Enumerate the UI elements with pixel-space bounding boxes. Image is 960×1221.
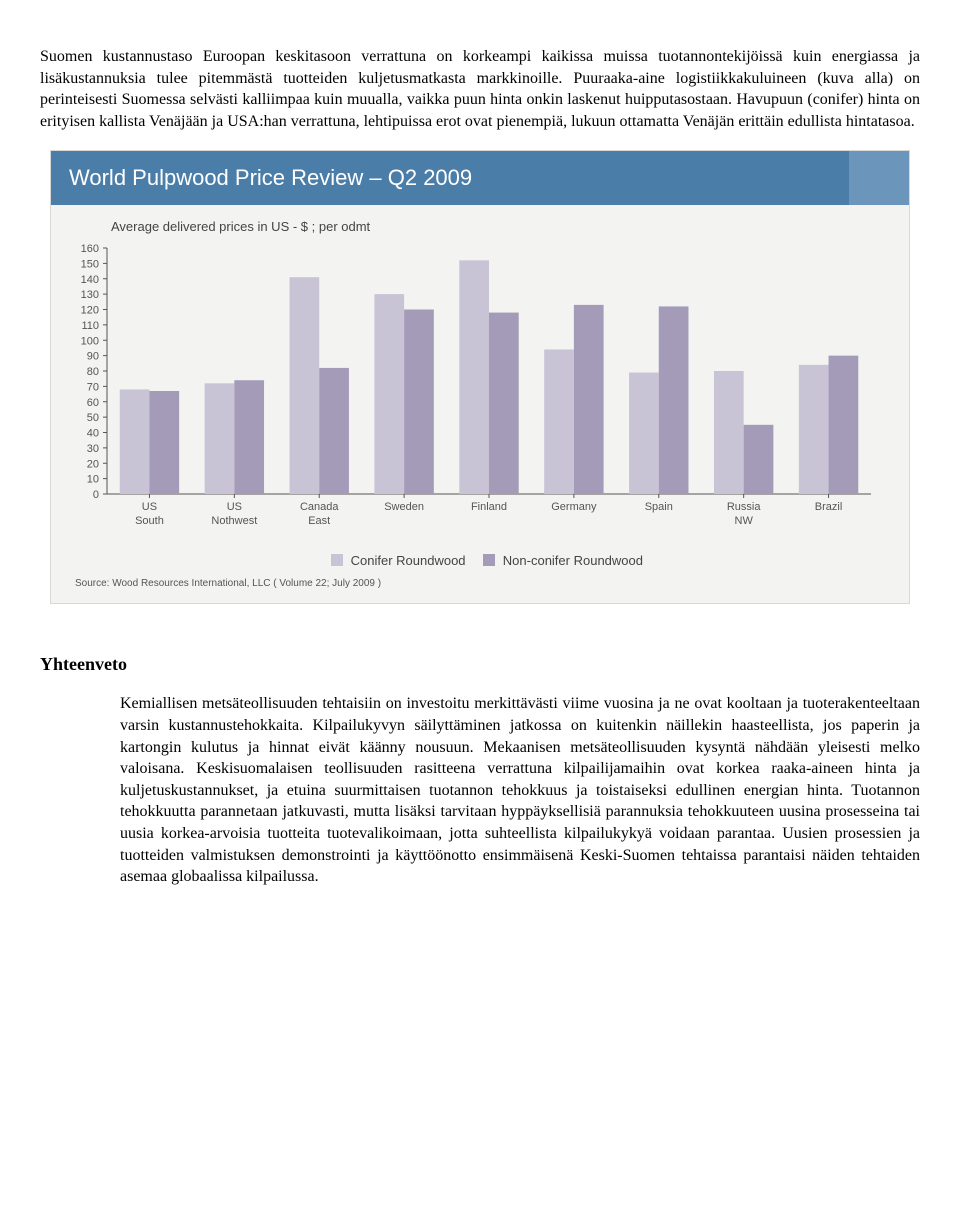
- svg-text:130: 130: [81, 290, 99, 302]
- svg-text:Germany: Germany: [551, 501, 597, 513]
- svg-text:10: 10: [87, 474, 99, 486]
- svg-text:Brazil: Brazil: [815, 501, 843, 513]
- svg-text:Finland: Finland: [471, 501, 507, 513]
- svg-text:Sweden: Sweden: [384, 501, 424, 513]
- intro-paragraph: Suomen kustannustaso Euroopan keskitasoo…: [40, 46, 920, 132]
- svg-text:Russia: Russia: [727, 501, 762, 513]
- chart-svg: 0 10 20 30 40 50 60 70 80 90 100 110 120 130 140 150 160…: [61, 242, 881, 542]
- svg-text:East: East: [308, 515, 330, 527]
- svg-text:70: 70: [87, 382, 99, 394]
- svg-text:South: South: [135, 515, 164, 527]
- svg-text:120: 120: [81, 305, 99, 317]
- svg-text:160: 160: [81, 243, 99, 255]
- svg-text:0: 0: [93, 489, 99, 501]
- chart-header-accent: [849, 151, 909, 205]
- svg-text:30: 30: [87, 443, 99, 455]
- svg-text:NW: NW: [735, 515, 754, 527]
- svg-text:US: US: [227, 501, 242, 513]
- svg-text:40: 40: [87, 428, 99, 440]
- svg-text:150: 150: [81, 259, 99, 271]
- svg-text:140: 140: [81, 274, 99, 286]
- legend-swatch-conifer: [331, 554, 343, 566]
- svg-text:20: 20: [87, 459, 99, 471]
- legend-label-nonconifer: Non-conifer Roundwood: [503, 553, 643, 568]
- pulpwood-price-chart: World Pulpwood Price Review – Q2 2009 Av…: [50, 150, 910, 604]
- svg-text:US: US: [142, 501, 157, 513]
- svg-text:60: 60: [87, 397, 99, 409]
- chart-plot-area: 0 10 20 30 40 50 60 70 80 90 100 110 120 130 140 150 160…: [51, 238, 909, 547]
- chart-subtitle: Average delivered prices in US - $ ; per…: [51, 205, 909, 238]
- svg-text:90: 90: [87, 351, 99, 363]
- svg-text:Nothwest: Nothwest: [211, 515, 257, 527]
- legend-swatch-nonconifer: [483, 554, 495, 566]
- svg-text:50: 50: [87, 413, 99, 425]
- svg-text:Canada: Canada: [300, 501, 339, 513]
- chart-header: World Pulpwood Price Review – Q2 2009: [51, 151, 909, 205]
- svg-text:100: 100: [81, 336, 99, 348]
- svg-text:80: 80: [87, 366, 99, 378]
- legend-label-conifer: Conifer Roundwood: [351, 553, 466, 568]
- chart-legend: Conifer Roundwood Non-conifer Roundwood: [51, 547, 909, 574]
- chart-source: Source: Wood Resources International, LL…: [51, 574, 909, 589]
- svg-text:Spain: Spain: [645, 501, 673, 513]
- summary-heading: Yhteenveto: [40, 654, 920, 675]
- summary-paragraph: Kemiallisen metsäteollisuuden tehtaisiin…: [120, 693, 920, 887]
- chart-title: World Pulpwood Price Review – Q2 2009: [51, 151, 849, 205]
- svg-text:110: 110: [81, 320, 99, 332]
